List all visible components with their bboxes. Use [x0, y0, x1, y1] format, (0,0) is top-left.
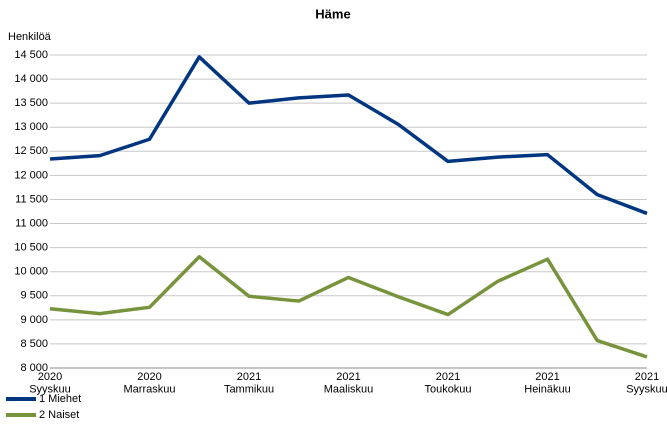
y-tick-label: 14 000: [14, 73, 48, 85]
y-tick-label: 12 000: [14, 169, 48, 181]
x-tick-label: 2021 Maaliskuu: [324, 371, 374, 396]
y-tick-label: 11 000: [15, 217, 48, 229]
x-tick-label: 2021 Heinäkuu: [524, 371, 570, 396]
y-tick-label: 10 000: [14, 266, 48, 278]
x-tick-label: 2021 Tammikuu: [224, 371, 274, 396]
x-tick-label: 2020 Syyskuu: [29, 371, 71, 396]
x-tick-label: 2021 Toukokuu: [424, 371, 471, 396]
x-tick-label: 2020 Marraskuu: [124, 371, 176, 396]
y-tick-label: 9 500: [20, 290, 48, 302]
chart-title: Häme: [315, 6, 350, 21]
y-tick-label: 10 500: [14, 242, 48, 254]
y-tick-label: 8 500: [20, 338, 48, 350]
line-series: [49, 255, 648, 359]
y-tick-label: 13 000: [14, 121, 48, 133]
y-tick-label: 13 500: [14, 97, 48, 109]
line-series: [49, 55, 648, 216]
y-tick-label: 11 500: [15, 193, 48, 205]
x-tick-label: 2021 Syyskuu: [626, 371, 667, 396]
y-tick-label: 8 000: [20, 362, 48, 374]
y-tick-label: 9 000: [20, 314, 48, 326]
y-tick-label: 14 500: [14, 49, 48, 61]
y-axis-label: Henkilöä: [8, 31, 52, 43]
y-tick-label: 12 500: [14, 145, 48, 157]
legend-label: 2 Naiset: [39, 409, 79, 421]
legend-label: 1 Miehet: [39, 393, 81, 405]
